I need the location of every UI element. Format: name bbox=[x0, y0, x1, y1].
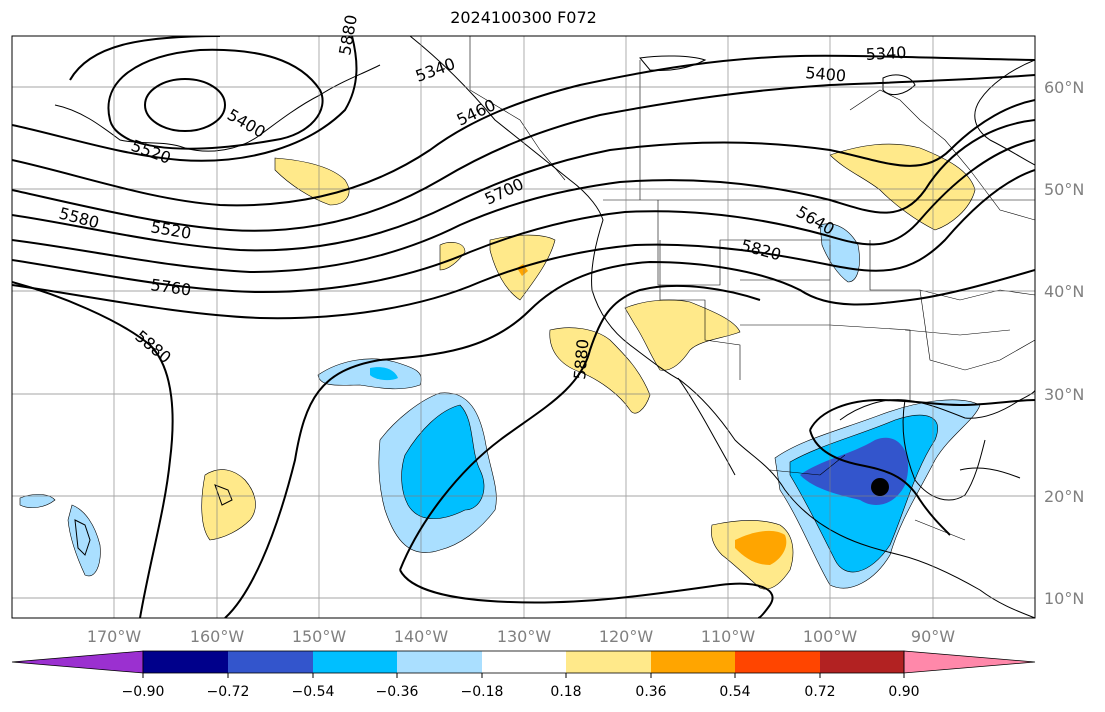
political-borders bbox=[469, 36, 1035, 541]
lon-label: 110°W bbox=[701, 627, 756, 646]
colorbar-frame bbox=[142, 650, 905, 674]
contour-label: 5880 bbox=[335, 13, 361, 56]
colorbar-tick-label: 0.36 bbox=[635, 684, 666, 700]
colorbar-left-extension bbox=[11, 650, 144, 674]
lat-label: 20°N bbox=[1044, 487, 1084, 506]
lon-label: 100°W bbox=[803, 627, 858, 646]
colorbar-segment bbox=[397, 651, 482, 673]
colorbar-tick-label: 0.54 bbox=[719, 684, 750, 700]
contour-label: 5460 bbox=[454, 95, 499, 129]
lat-label: 50°N bbox=[1044, 180, 1084, 199]
colorbar-tick-label: 0.90 bbox=[888, 684, 919, 700]
colorbar-tick-label: −0.36 bbox=[376, 684, 419, 700]
contour-label: 5340 bbox=[865, 43, 907, 64]
colorbar-right-extension bbox=[903, 650, 1036, 674]
lat-label: 30°N bbox=[1044, 385, 1084, 404]
storm-center-marker bbox=[871, 478, 889, 496]
map-frame bbox=[11, 35, 1036, 619]
lon-label: 90°W bbox=[911, 627, 955, 646]
contour-label: 5880 bbox=[570, 338, 592, 380]
colorbar-tick-label: −0.90 bbox=[122, 684, 165, 700]
longitude-labels: 170°W 160°W 150°W 140°W 130°W 120°W 110°… bbox=[87, 627, 955, 646]
lon-label: 160°W bbox=[190, 627, 245, 646]
colorbar-segment bbox=[228, 651, 313, 673]
colorbar: −0.90 −0.72 −0.54 −0.36 −0.18 0.18 0.36 … bbox=[11, 650, 1036, 700]
contour-label: 5880 bbox=[131, 327, 174, 368]
colorbar-tick-label: −0.72 bbox=[207, 684, 250, 700]
contour-label: 5760 bbox=[149, 275, 192, 299]
colorbar-segment bbox=[735, 651, 820, 673]
lat-label: 60°N bbox=[1044, 78, 1084, 97]
contour-label: 5520 bbox=[149, 217, 192, 243]
colorbar-tick-label: 0.18 bbox=[550, 684, 581, 700]
colorbar-segment bbox=[566, 651, 651, 673]
colorbar-segment bbox=[651, 651, 735, 673]
lat-label: 40°N bbox=[1044, 282, 1084, 301]
colorbar-tick-label: 0.72 bbox=[804, 684, 835, 700]
lat-label: 10°N bbox=[1044, 589, 1084, 608]
lon-label: 130°W bbox=[497, 627, 552, 646]
lon-label: 120°W bbox=[599, 627, 654, 646]
colorbar-segment bbox=[313, 651, 397, 673]
colorbar-tick-label: −0.54 bbox=[292, 684, 335, 700]
contour-label: 5400 bbox=[224, 105, 269, 142]
map-title: 2024100300 F072 bbox=[450, 8, 597, 27]
colorbar-segment bbox=[143, 651, 228, 673]
contour-label: 5340 bbox=[413, 54, 458, 86]
gridlines bbox=[12, 36, 1035, 618]
contour-label: 5520 bbox=[129, 136, 174, 168]
colorbar-tick-label: −0.18 bbox=[461, 684, 504, 700]
latitude-labels: 60°N 50°N 40°N 30°N 20°N 10°N bbox=[1044, 78, 1084, 608]
colorbar-segment bbox=[482, 651, 566, 673]
colorbar-segment bbox=[820, 651, 904, 673]
anomaly-shading bbox=[19, 143, 981, 590]
lon-label: 150°W bbox=[292, 627, 347, 646]
lon-label: 170°W bbox=[87, 627, 142, 646]
contour-label: 5400 bbox=[805, 63, 847, 85]
lon-label: 140°W bbox=[394, 627, 449, 646]
